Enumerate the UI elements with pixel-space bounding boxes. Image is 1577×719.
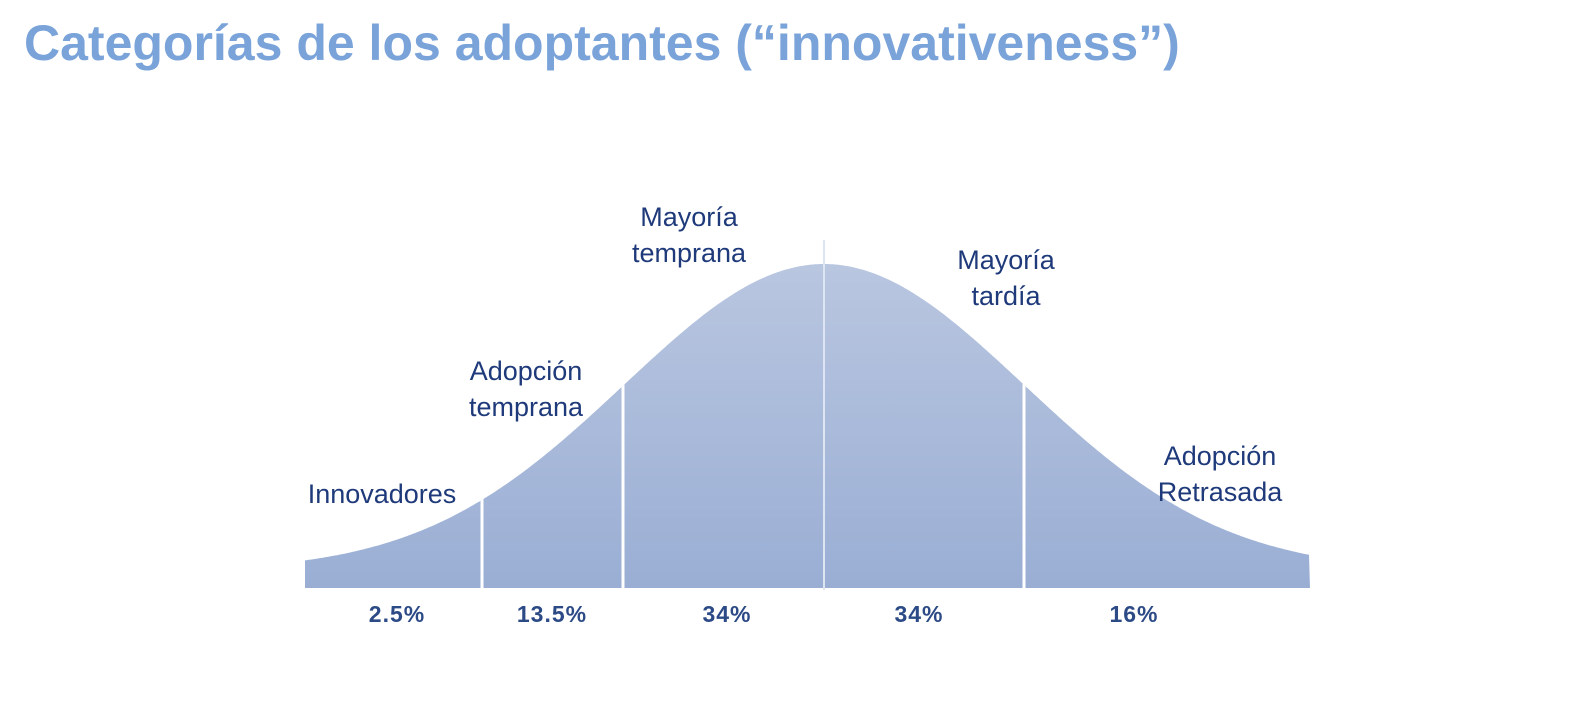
percent-mayoria-temprana: 34% <box>702 601 751 627</box>
percent-adopcion-temprana: 13.5% <box>517 601 587 627</box>
label-mayoria-tardia-line2: tardía <box>971 281 1041 311</box>
percent-mayoria-tardia: 34% <box>894 601 943 627</box>
page-title: Categorías de los adoptantes (“innovativ… <box>24 15 1180 71</box>
percent-innovadores: 2.5% <box>369 601 425 627</box>
label-mayoria-temprana-line2: temprana <box>632 238 747 268</box>
label-adopcion-temprana-line2: temprana <box>469 392 584 422</box>
bell-curve-area <box>305 264 1310 588</box>
label-adopcion-retrasada-line1: Adopción <box>1164 441 1277 471</box>
label-adopcion-retrasada-line2: Retrasada <box>1158 477 1284 507</box>
label-mayoria-temprana-line1: Mayoría <box>640 202 739 232</box>
label-mayoria-tardia-line1: Mayoría <box>957 245 1056 275</box>
label-innovadores: Innovadores <box>308 479 457 509</box>
label-adopcion-temprana-line1: Adopción <box>470 356 583 386</box>
percent-adopcion-retrasada: 16% <box>1109 601 1158 627</box>
